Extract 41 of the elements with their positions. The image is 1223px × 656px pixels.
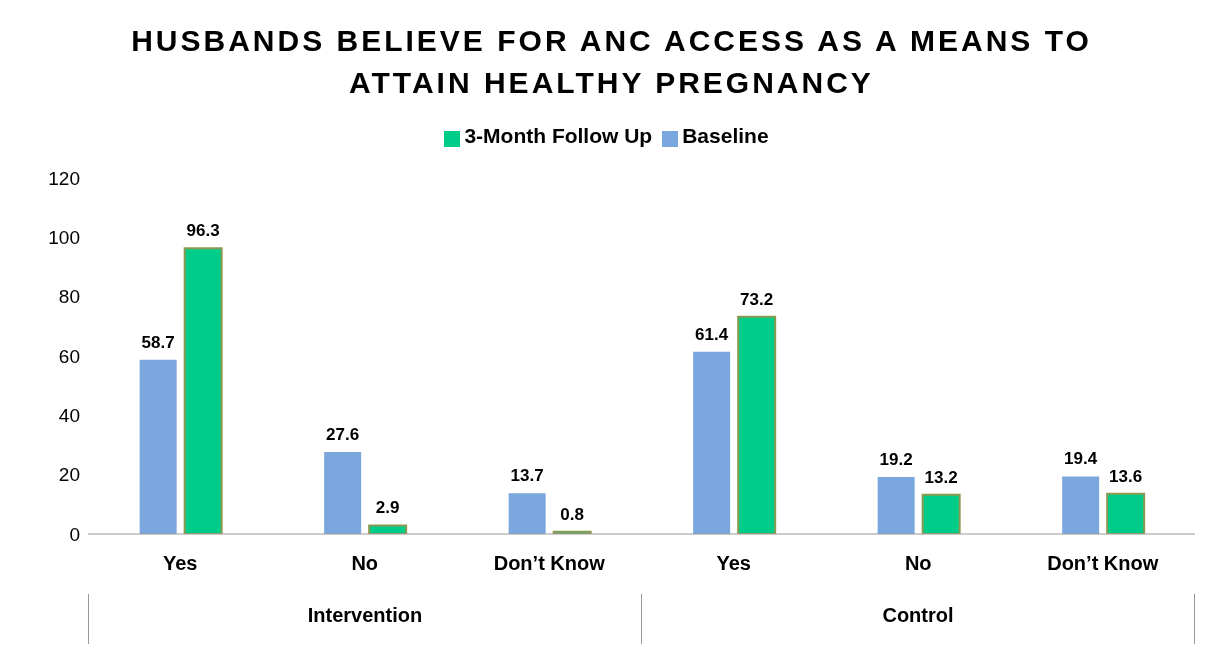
legend-label: 3-Month Follow Up	[464, 124, 653, 147]
bar	[368, 524, 408, 534]
x-tick-label: No	[904, 552, 932, 575]
bar	[1106, 492, 1146, 534]
data-label: 73.2	[740, 289, 774, 309]
chart-title: HUSBANDS BELIEVE FOR ANC ACCESS AS A MEANS TO ATTAIN HEALTHY PREGNANCY	[130, 23, 1093, 101]
y-tick-label: 20	[58, 464, 80, 486]
data-label: 61.4	[695, 324, 729, 344]
y-tick-label: 0	[69, 523, 80, 545]
bar	[183, 247, 223, 534]
data-label: 19.2	[879, 450, 913, 470]
bar	[1062, 476, 1100, 534]
data-label: 0.8	[560, 504, 584, 524]
y-tick-label: 120	[48, 167, 80, 189]
data-label: 19.4	[1064, 449, 1098, 469]
y-tick-label: 100	[48, 227, 80, 249]
data-label: 96.3	[186, 221, 220, 241]
x-tick-label: Yes	[716, 552, 751, 575]
data-label: 58.7	[141, 332, 175, 352]
x-tick-label: Don’t Know	[1047, 552, 1159, 575]
y-tick-label: 60	[58, 345, 80, 367]
y-tick-label: 40	[58, 405, 80, 427]
bar	[693, 351, 731, 534]
data-label: 13.2	[924, 467, 958, 487]
y-tick-label: 80	[58, 286, 80, 308]
x-tick-label: Don’t Know	[493, 552, 606, 575]
data-label: 2.9	[375, 498, 400, 518]
data-label: 13.7	[510, 466, 544, 486]
bar	[737, 315, 777, 534]
x-tick-label: No	[351, 552, 379, 575]
legend-label: Baseline	[682, 124, 769, 147]
bar	[139, 359, 177, 534]
text: Intervention	[88, 594, 641, 644]
x-tick-label: Yes	[163, 552, 198, 575]
data-label: 27.6	[326, 425, 360, 445]
bar	[508, 493, 546, 534]
bar	[877, 477, 915, 534]
text: Control	[641, 594, 1195, 644]
bar	[921, 493, 961, 534]
bar	[324, 452, 362, 534]
data-label: 13.6	[1109, 466, 1143, 486]
